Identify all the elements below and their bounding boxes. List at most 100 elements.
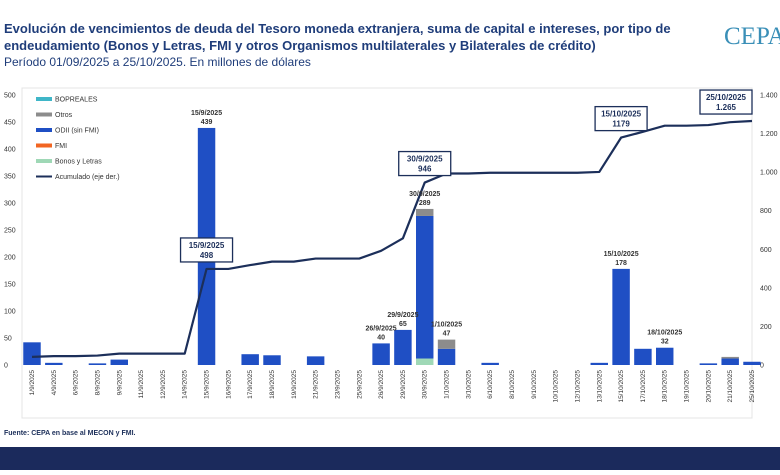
y2-tick-label: 600	[760, 247, 772, 254]
x-tick-label: 12/10/2025	[574, 370, 581, 403]
y2-tick-label: 800	[760, 208, 772, 215]
bar	[481, 362, 499, 365]
x-tick-label: 18/10/2025	[662, 370, 669, 403]
x-tick-label: 6/10/2025	[487, 370, 494, 399]
bar	[110, 359, 128, 365]
x-tick-label: 14/9/2025	[182, 370, 189, 399]
x-tick-label: 30/9/2025	[422, 370, 429, 399]
bar	[612, 268, 630, 365]
x-tick-label: 9/9/2025	[116, 370, 123, 396]
legend-label: Acumulado (eje der.)	[55, 174, 120, 181]
annotation-date: 25/10/2025	[706, 93, 747, 102]
annotation-date: 15/9/2025	[191, 110, 222, 117]
legend-swatch	[36, 112, 52, 117]
chart-title: Evolución de vencimientos de deuda del T…	[4, 21, 671, 36]
cumulative-line	[31, 119, 753, 358]
bar	[88, 363, 107, 365]
x-tick-label: 23/9/2025	[334, 370, 341, 399]
source: Fuente: CEPA en base al MECON y FMI.	[4, 430, 136, 437]
x-tick-label: 19/10/2025	[684, 370, 691, 403]
bar	[437, 348, 456, 365]
annotation-value: 32	[661, 339, 669, 346]
annotation-date: 15/10/2025	[604, 251, 639, 258]
annotation-value: 1.265	[716, 103, 737, 112]
x-tick-label: 19/9/2025	[291, 370, 298, 399]
y-tick-label: 350	[4, 174, 16, 181]
annotation-value: 65	[399, 321, 407, 328]
bar	[263, 355, 281, 365]
annotation-value: 40	[377, 334, 385, 341]
legend-label: ODII (sin FMI)	[55, 128, 99, 135]
bar	[45, 362, 63, 365]
annotation-date: 26/9/2025	[366, 325, 397, 332]
legend-label: Otros	[55, 112, 73, 119]
footer-band	[0, 447, 780, 470]
annotation-value: 289	[419, 200, 431, 207]
annotation-box	[594, 105, 648, 132]
x-tick-label: 12/9/2025	[160, 370, 167, 399]
x-tick-label: 18/9/2025	[269, 370, 276, 399]
y-tick-label: 150	[4, 282, 16, 289]
annotation-date: 15/9/2025	[189, 241, 225, 250]
x-tick-label: 1/9/2025	[29, 370, 36, 396]
bar	[416, 215, 434, 359]
annotation-date: 1/10/2025	[431, 322, 462, 329]
y-tick-label: 400	[4, 147, 16, 154]
bar	[437, 339, 456, 349]
bar	[656, 347, 674, 365]
y-tick-label: 450	[4, 120, 16, 127]
x-tick-label: 4/9/2025	[51, 370, 58, 396]
x-tick-label: 1/10/2025	[444, 370, 451, 399]
bar	[699, 363, 718, 365]
bar	[372, 343, 390, 365]
annotation-date: 29/9/2025	[387, 312, 418, 319]
bar	[590, 362, 608, 365]
annotation-value: 47	[443, 331, 451, 338]
annotation-date: 18/10/2025	[647, 330, 682, 337]
y2-tick-label: 400	[760, 285, 772, 292]
y-tick-label: 50	[4, 336, 12, 343]
y-tick-label: 300	[4, 201, 16, 208]
annotation-box	[179, 237, 234, 263]
annotation-box	[699, 89, 753, 115]
x-tick-label: 21/10/2025	[727, 370, 734, 403]
legend-label: BOPREALES	[55, 97, 98, 104]
chart-subtitle: Período 01/09/2025 a 25/10/2025. En mill…	[4, 55, 311, 69]
y2-tick-label: 1.400	[760, 93, 778, 100]
y2-tick-label: 200	[760, 324, 772, 331]
annotation-value: 178	[615, 260, 627, 267]
y2-tick-label: 1.000	[760, 170, 778, 177]
x-tick-label: 15/10/2025	[618, 370, 625, 403]
y-tick-label: 100	[4, 309, 16, 316]
y-tick-label: 500	[4, 93, 16, 100]
x-tick-label: 17/10/2025	[640, 370, 647, 403]
chart-title: endeudamiento (Bonos y Letras, FMI y otr…	[4, 38, 596, 53]
x-tick-label: 25/10/2025	[749, 370, 756, 403]
bar	[23, 342, 41, 365]
annotation-value: 498	[200, 251, 214, 260]
annotation-value: 946	[418, 165, 432, 174]
y-tick-label: 200	[4, 255, 16, 262]
x-tick-label: 8/9/2025	[94, 370, 101, 396]
annotation-value: 439	[201, 119, 213, 126]
x-tick-label: 17/9/2025	[247, 370, 254, 399]
x-tick-label: 25/9/2025	[356, 370, 363, 399]
logo: CEPA	[724, 23, 780, 50]
legend-swatch	[36, 159, 52, 163]
annotation-box	[398, 150, 452, 177]
bar	[394, 329, 412, 365]
y-tick-label: 250	[4, 228, 16, 235]
x-tick-label: 9/10/2025	[531, 370, 538, 399]
plot-frame	[21, 87, 753, 419]
legend-label: FMI	[55, 143, 67, 150]
legend-swatch	[36, 97, 52, 101]
x-tick-label: 26/9/2025	[378, 370, 385, 399]
y2-tick-label: 0	[760, 363, 764, 370]
x-tick-label: 8/10/2025	[509, 370, 516, 399]
x-tick-label: 29/9/2025	[400, 370, 407, 399]
bar	[721, 356, 739, 359]
x-tick-label: 6/9/2025	[73, 370, 80, 396]
y2-tick-label: 1.200	[760, 131, 778, 138]
